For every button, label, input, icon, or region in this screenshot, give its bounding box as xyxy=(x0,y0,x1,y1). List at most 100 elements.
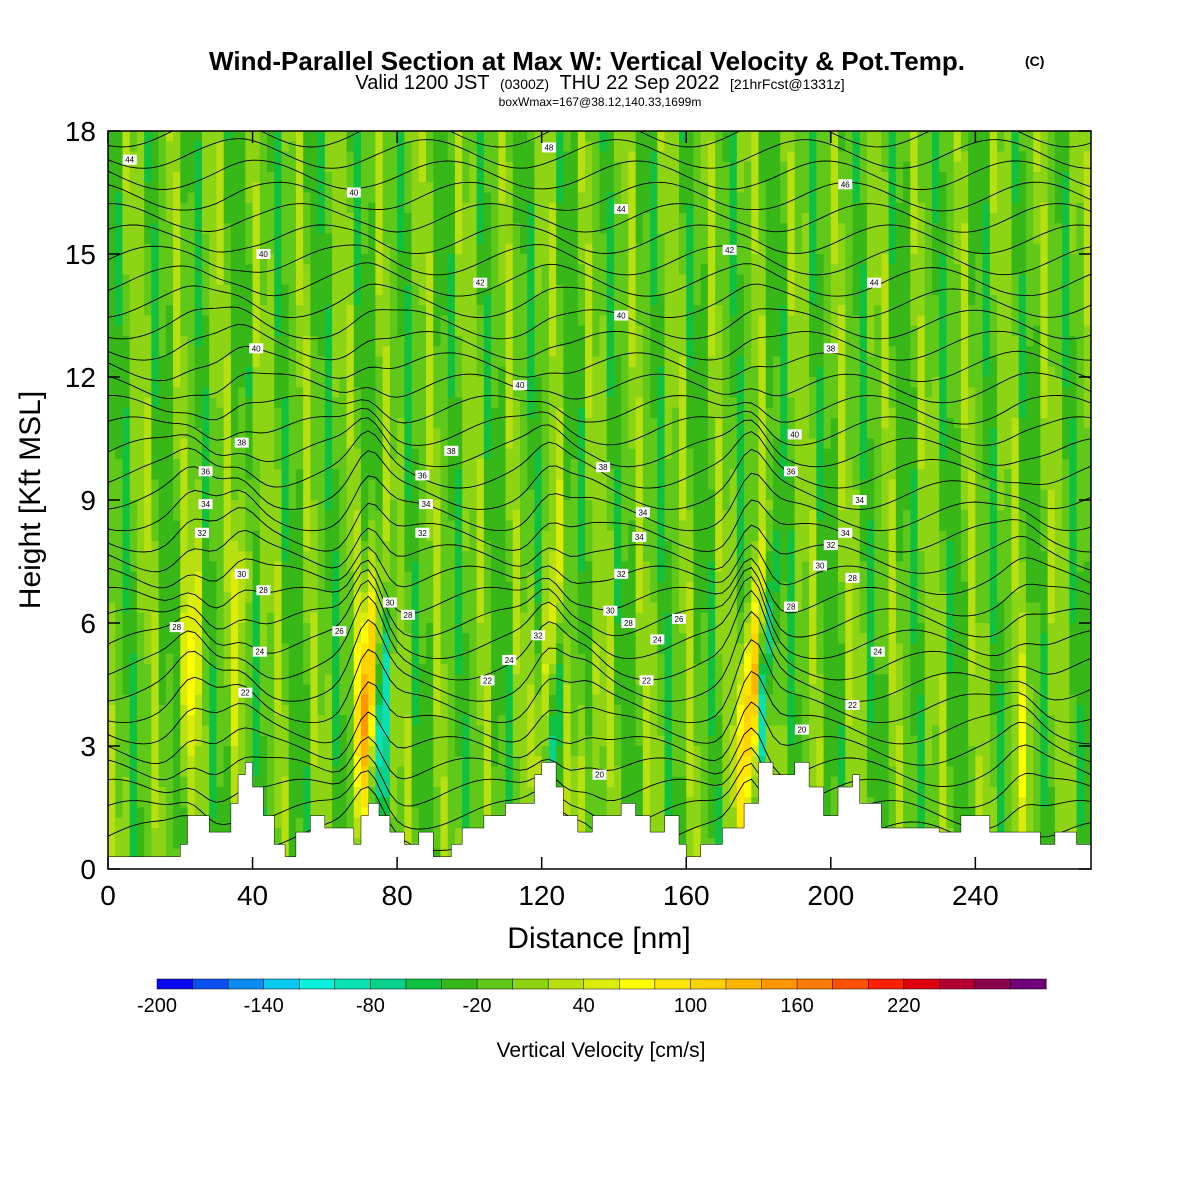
velocity-cell xyxy=(664,500,673,511)
velocity-cell xyxy=(845,192,854,204)
velocity-cell xyxy=(838,141,846,153)
velocity-cell xyxy=(483,172,492,183)
velocity-cell xyxy=(375,254,384,265)
velocity-cell xyxy=(216,172,225,183)
velocity-cell xyxy=(346,284,355,296)
velocity-cell xyxy=(339,233,348,245)
velocity-cell xyxy=(874,366,882,378)
velocity-cell xyxy=(686,346,695,358)
velocity-cell xyxy=(303,459,311,470)
velocity-cell xyxy=(1033,356,1042,368)
velocity-cell xyxy=(462,264,470,276)
velocity-cell xyxy=(1047,366,1056,378)
velocity-cell xyxy=(375,356,384,368)
velocity-cell xyxy=(859,274,868,286)
velocity-cell xyxy=(982,172,991,183)
velocity-cell xyxy=(433,356,442,368)
velocity-cell xyxy=(317,213,326,224)
velocity-cell xyxy=(165,336,174,347)
velocity-cell xyxy=(953,325,962,337)
velocity-cell xyxy=(303,366,311,378)
velocity-cell xyxy=(491,356,499,368)
velocity-cell xyxy=(295,254,304,265)
velocity-cell xyxy=(498,438,507,450)
velocity-cell xyxy=(556,284,564,296)
velocity-cell xyxy=(281,172,290,183)
velocity-cell xyxy=(606,254,615,265)
velocity-cell xyxy=(267,428,275,440)
velocity-cell xyxy=(700,264,709,276)
velocity-cell xyxy=(382,295,391,306)
velocity-cell xyxy=(194,223,203,235)
velocity-cell xyxy=(404,141,413,153)
velocity-cell xyxy=(1076,387,1085,399)
velocity-cell xyxy=(505,428,514,440)
velocity-cell xyxy=(577,295,586,306)
velocity-cell xyxy=(223,346,232,358)
velocity-cell xyxy=(780,489,789,501)
velocity-cell xyxy=(621,448,630,460)
velocity-cell xyxy=(953,387,962,399)
velocity-cell xyxy=(360,469,369,481)
velocity-cell xyxy=(252,489,261,501)
velocity-cell xyxy=(230,172,239,183)
velocity-cell xyxy=(382,325,391,337)
velocity-cell xyxy=(939,233,948,245)
velocity-cell xyxy=(469,213,478,224)
velocity-cell xyxy=(621,366,630,378)
velocity-cell xyxy=(512,448,521,460)
velocity-cell xyxy=(389,315,398,327)
chart-subtitle: Valid 1200 JST (0300Z) THU 22 Sep 2022 [… xyxy=(355,72,844,94)
velocity-cell xyxy=(621,428,630,440)
velocity-cell xyxy=(982,182,991,194)
velocity-cell xyxy=(707,418,716,429)
velocity-cell xyxy=(960,346,969,358)
velocity-cell xyxy=(700,233,709,245)
velocity-cell xyxy=(151,172,160,183)
velocity-cell xyxy=(187,233,196,245)
velocity-cell xyxy=(1069,192,1078,204)
velocity-cell xyxy=(1047,192,1056,204)
velocity-cell xyxy=(997,243,1005,255)
velocity-cell xyxy=(664,428,673,440)
velocity-cell xyxy=(368,131,377,142)
velocity-cell xyxy=(230,325,239,337)
velocity-cell xyxy=(707,500,716,511)
velocity-cell xyxy=(483,489,492,501)
velocity-cell xyxy=(693,366,702,378)
velocity-cell xyxy=(491,172,499,183)
velocity-cell xyxy=(570,161,579,173)
velocity-cell xyxy=(404,161,413,173)
velocity-cell xyxy=(657,469,666,481)
velocity-cell xyxy=(765,172,774,183)
velocity-cell xyxy=(823,151,832,163)
velocity-cell xyxy=(657,182,666,194)
velocity-cell xyxy=(997,489,1005,501)
velocity-cell xyxy=(498,151,507,163)
velocity-cell xyxy=(259,233,268,245)
velocity-cell xyxy=(859,233,868,245)
velocity-cell xyxy=(1018,202,1027,214)
velocity-cell xyxy=(1011,377,1020,388)
velocity-cell xyxy=(469,192,478,204)
velocity-cell xyxy=(982,202,991,214)
velocity-cell xyxy=(570,192,579,204)
velocity-cell xyxy=(122,479,131,491)
velocity-cell xyxy=(563,213,572,224)
velocity-cell xyxy=(462,151,470,163)
velocity-cell xyxy=(491,233,499,245)
velocity-cell xyxy=(599,336,608,347)
velocity-cell xyxy=(375,295,384,306)
velocity-cell xyxy=(223,356,232,368)
velocity-cell xyxy=(245,243,254,255)
velocity-cell xyxy=(310,407,319,419)
velocity-cell xyxy=(1004,284,1013,296)
velocity-cell xyxy=(527,387,536,399)
velocity-cell xyxy=(859,428,868,440)
velocity-cell xyxy=(997,336,1005,347)
velocity-cell xyxy=(267,459,275,470)
velocity-cell xyxy=(122,202,131,214)
velocity-cell xyxy=(527,346,536,358)
velocity-cell xyxy=(910,428,919,440)
velocity-cell xyxy=(230,397,239,409)
